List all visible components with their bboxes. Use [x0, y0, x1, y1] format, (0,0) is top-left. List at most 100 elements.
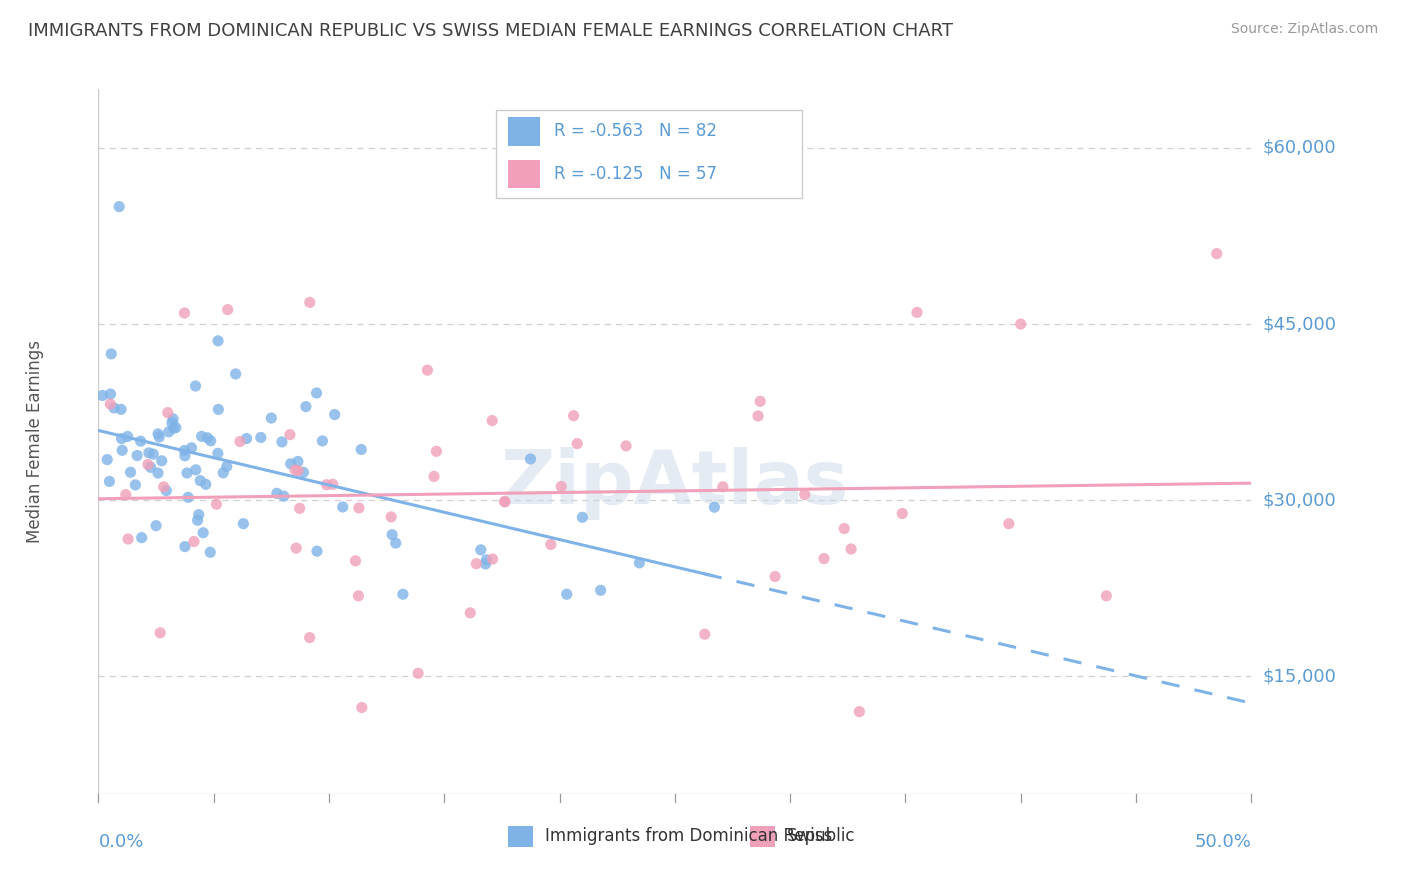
Point [160, 416, 183, 430]
Point [350, 442, 373, 457]
Point [91, 388, 114, 402]
Point [998, 516, 1021, 531]
Point [98, 475, 121, 489]
Point [295, 400, 318, 414]
Text: Median Female Earnings: Median Female Earnings [25, 340, 44, 543]
Point [392, 587, 415, 601]
Point [305, 386, 328, 401]
Point [475, 553, 498, 567]
Point [813, 551, 835, 566]
Point [271, 434, 294, 449]
Text: ZipAtlas: ZipAtlas [501, 447, 849, 520]
Point [474, 557, 496, 571]
Point [711, 480, 734, 494]
Point [110, 402, 132, 417]
Point [176, 466, 198, 480]
Point [423, 469, 446, 483]
Point [127, 449, 149, 463]
Point [288, 501, 311, 516]
Point [117, 429, 139, 443]
Point [347, 500, 370, 515]
Point [747, 409, 769, 423]
Point [145, 518, 167, 533]
Point [1095, 589, 1118, 603]
Point [103, 401, 125, 415]
Point [322, 477, 344, 491]
Point [155, 483, 177, 498]
Point [124, 478, 146, 492]
Point [839, 541, 862, 556]
Point [191, 525, 214, 540]
Point [567, 436, 589, 450]
Point [111, 443, 134, 458]
Point [215, 459, 238, 474]
Point [458, 606, 481, 620]
FancyBboxPatch shape [508, 118, 540, 145]
Point [905, 305, 928, 319]
Point [96, 452, 118, 467]
Point [229, 434, 252, 449]
Point [562, 409, 585, 423]
Point [184, 463, 207, 477]
Point [470, 542, 492, 557]
Point [406, 666, 429, 681]
Point [250, 430, 273, 444]
Point [350, 700, 373, 714]
Point [311, 434, 333, 448]
Point [332, 500, 354, 514]
Point [235, 432, 257, 446]
Point [207, 334, 229, 348]
Point [315, 477, 337, 491]
Point [540, 537, 562, 551]
Point [173, 443, 195, 458]
Point [298, 295, 321, 310]
Point [190, 429, 212, 443]
Point [162, 412, 184, 426]
Point [149, 625, 172, 640]
Point [416, 363, 439, 377]
Point [225, 367, 247, 381]
Point [194, 477, 217, 491]
Point [232, 516, 254, 531]
Point [465, 557, 488, 571]
Point [108, 200, 131, 214]
Point [284, 463, 307, 477]
Point [139, 460, 162, 475]
Point [157, 425, 180, 439]
Point [891, 507, 914, 521]
Point [156, 406, 179, 420]
Point [217, 302, 239, 317]
Point [278, 427, 301, 442]
Point [1010, 317, 1032, 331]
Point [323, 408, 346, 422]
Text: 0.0%: 0.0% [98, 833, 143, 851]
Point [628, 556, 651, 570]
Point [292, 466, 315, 480]
Point [117, 532, 139, 546]
Point [165, 420, 187, 434]
Text: R = -0.125   N = 57: R = -0.125 N = 57 [554, 165, 717, 183]
Text: Source: ZipAtlas.com: Source: ZipAtlas.com [1230, 22, 1378, 37]
Point [793, 487, 815, 501]
Point [207, 446, 229, 460]
Text: IMMIGRANTS FROM DOMINICAN REPUBLIC VS SWISS MEDIAN FEMALE EARNINGS CORRELATION C: IMMIGRANTS FROM DOMINICAN REPUBLIC VS SW… [28, 22, 953, 40]
Point [184, 379, 207, 393]
Point [589, 583, 612, 598]
Point [280, 457, 302, 471]
Point [205, 497, 228, 511]
Point [555, 587, 578, 601]
Point [1205, 246, 1227, 260]
Point [148, 430, 170, 444]
FancyBboxPatch shape [508, 160, 540, 188]
Point [195, 431, 218, 445]
Point [100, 347, 122, 361]
Point [344, 554, 367, 568]
Point [142, 447, 165, 461]
Text: $45,000: $45,000 [1263, 315, 1337, 333]
Point [174, 540, 197, 554]
Point [347, 589, 370, 603]
Point [425, 444, 447, 458]
Point [693, 627, 716, 641]
Point [298, 631, 321, 645]
Text: $30,000: $30,000 [1263, 491, 1336, 509]
